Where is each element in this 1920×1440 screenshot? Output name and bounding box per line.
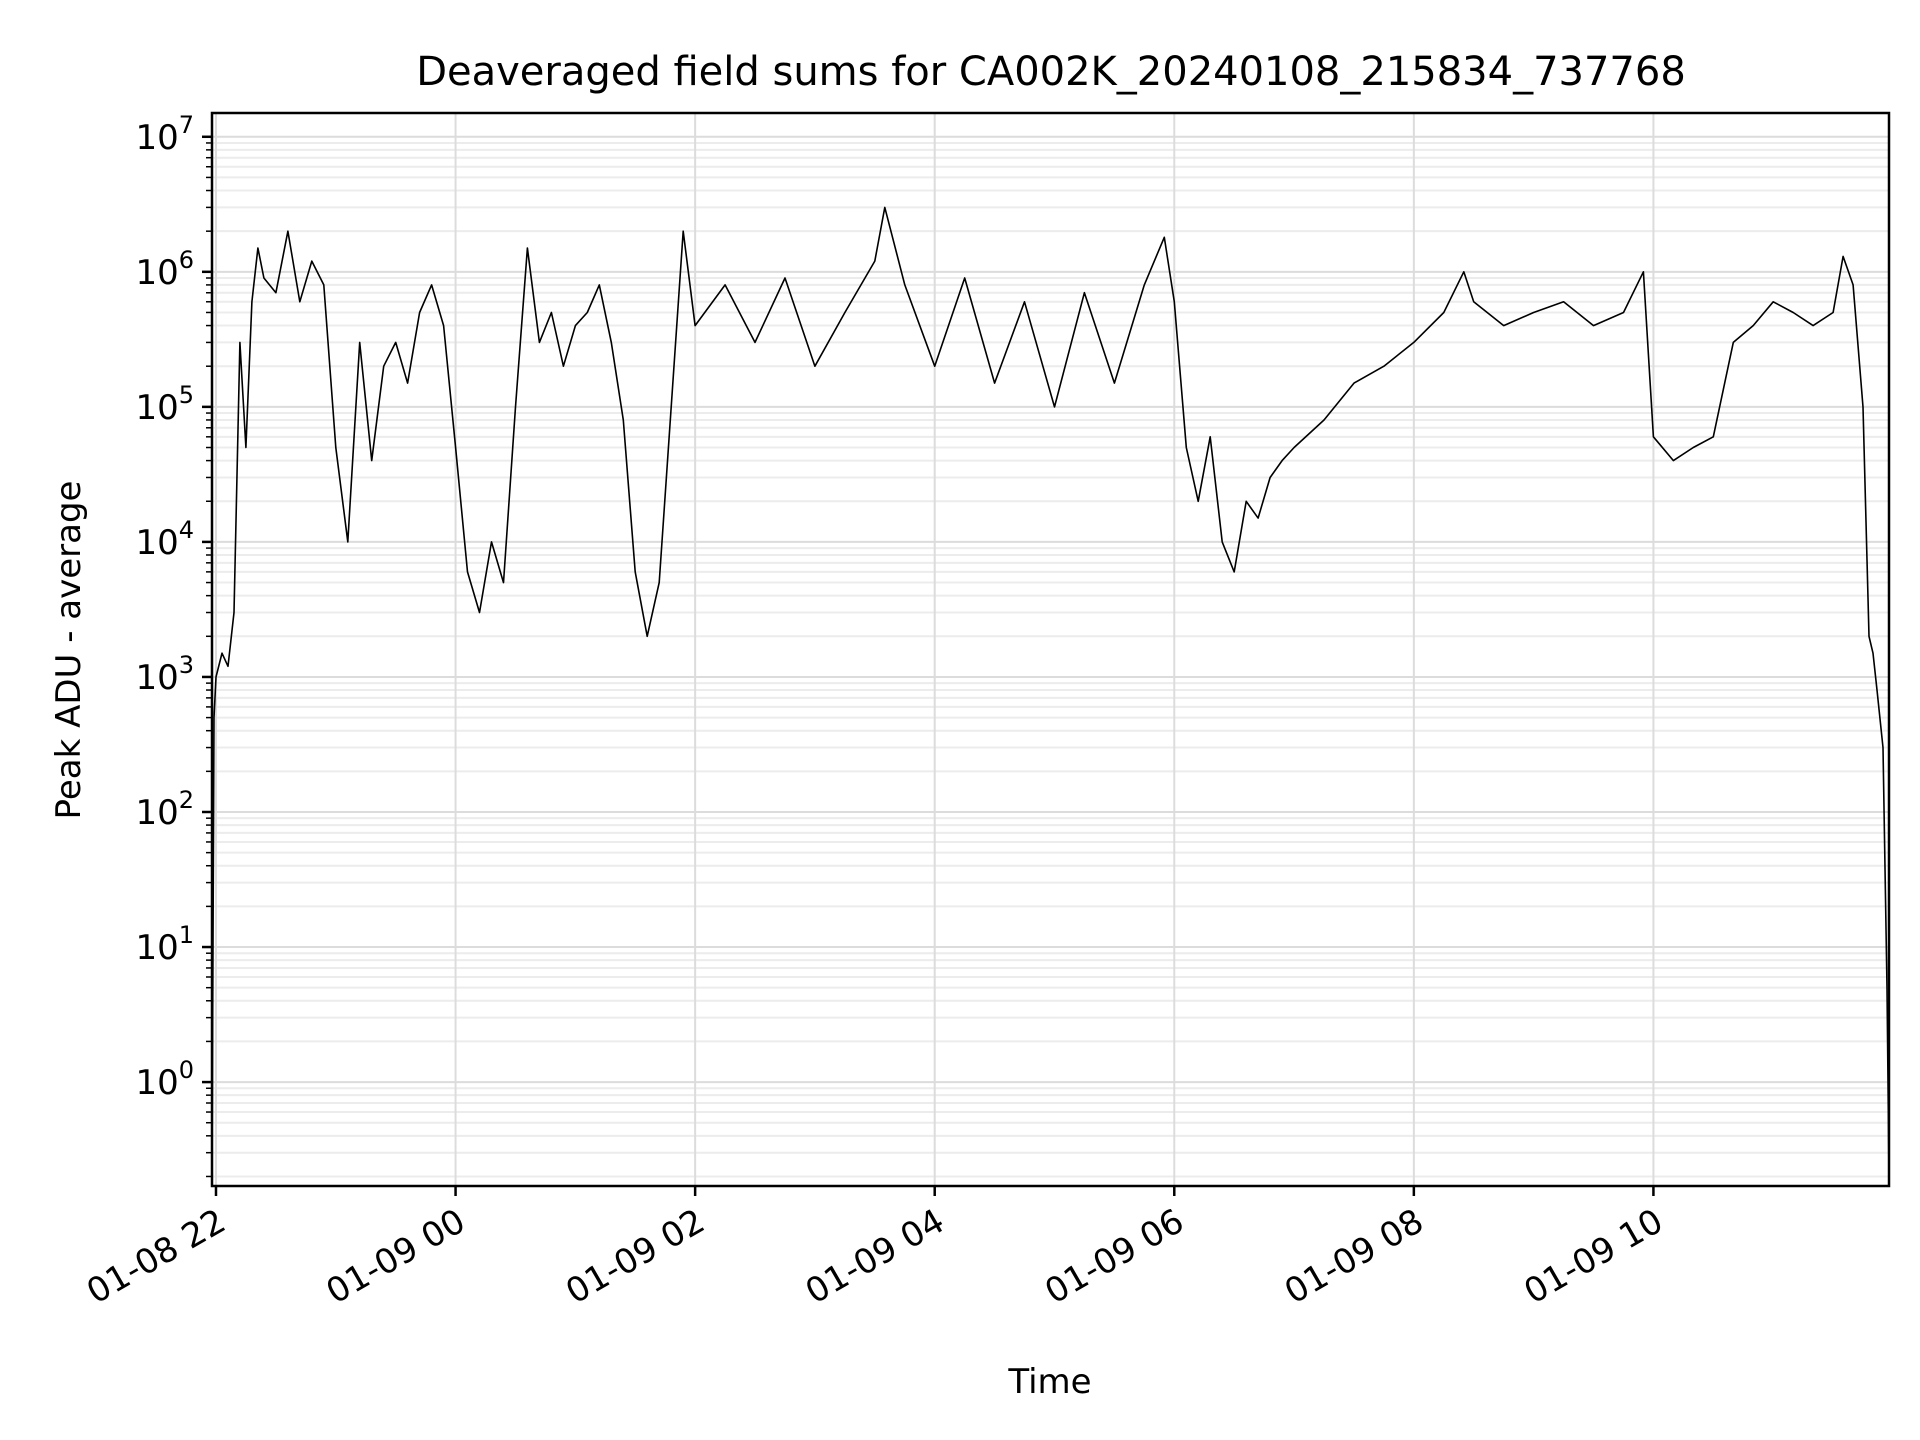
y-tick-base: 10	[135, 928, 178, 968]
y-tick-base: 10	[135, 793, 178, 833]
y-tick-label: 106	[135, 246, 194, 293]
y-tick-label: 104	[135, 516, 194, 563]
chart-title: Deaveraged field sums for CA002K_2024010…	[416, 49, 1686, 95]
y-tick-exponent: 0	[179, 1056, 194, 1084]
x-tick-label: 01-09 10	[1518, 1201, 1670, 1312]
grid-layer	[212, 113, 1889, 1186]
plot-frame	[210, 111, 1891, 1188]
y-axis-label: Peak ADU - average	[49, 481, 89, 820]
x-tick-label: 01-09 08	[1278, 1201, 1430, 1312]
x-tick-label: 01-09 04	[799, 1201, 951, 1312]
y-tick-exponent: 2	[179, 786, 194, 814]
y-tick-exponent: 3	[179, 651, 194, 679]
y-tick-label: 101	[135, 921, 194, 968]
y-tick-exponent: 7	[179, 111, 194, 139]
y-tick-exponent: 6	[179, 246, 194, 274]
x-tick-label: 01-09 06	[1038, 1201, 1190, 1312]
x-tick-label: 01-09 00	[320, 1201, 472, 1312]
y-tick-exponent: 5	[179, 381, 194, 409]
y-tick-label: 102	[135, 786, 194, 833]
x-axis-label: Time	[1007, 1362, 1091, 1402]
x-tick-label: 01-09 02	[559, 1201, 711, 1312]
series-line	[211, 206, 1890, 1177]
x-tick-label: 01-08 22	[80, 1201, 232, 1312]
y-tick-base: 10	[135, 253, 178, 293]
y-tick-exponent: 4	[179, 516, 194, 544]
y-tick-label: 100	[135, 1056, 194, 1103]
y-tick-base: 10	[135, 1063, 178, 1103]
y-tick-base: 10	[135, 388, 178, 428]
y-tick-label: 103	[135, 651, 194, 698]
series-layer	[211, 206, 1890, 1177]
y-tick-label: 105	[135, 381, 194, 428]
y-tick-label: 107	[135, 111, 194, 158]
y-tick-base: 10	[135, 658, 178, 698]
y-tick-base: 10	[135, 118, 178, 158]
y-tick-base: 10	[135, 523, 178, 563]
y-tick-exponent: 1	[179, 921, 194, 949]
